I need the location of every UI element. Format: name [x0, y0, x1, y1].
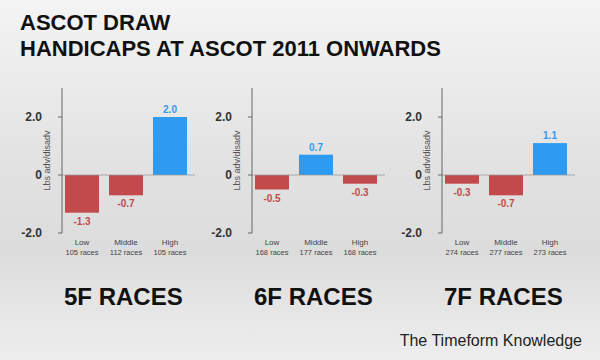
axis-label: Lbs adv/disadv	[42, 130, 52, 191]
footer: The Timeform Knowledge	[400, 332, 582, 349]
chart-root: ASCOT DRAWHANDICAPS AT ASCOT 2011 ONWARD…	[0, 0, 600, 360]
category-sublabel: 112 races	[110, 248, 143, 257]
tick-label: -2.0	[211, 226, 232, 240]
data-label: -0.7	[497, 198, 515, 209]
category-sublabel: 105 races	[154, 248, 187, 257]
tick	[248, 233, 252, 234]
panel: Lbs adv/disadv -2.0 0 2.0 -0.3 -0.7 1.1 Low274 …	[401, 88, 575, 310]
bar	[299, 155, 333, 175]
category-label: Middle	[304, 238, 328, 247]
data-label: -0.5	[263, 193, 281, 204]
data-label: -1.3	[73, 216, 91, 227]
header-title: ASCOT DRAW	[20, 10, 171, 35]
bar	[255, 175, 289, 190]
bars	[65, 117, 187, 213]
bars	[255, 155, 377, 190]
tick	[438, 175, 442, 176]
y-axis	[442, 88, 443, 233]
tick-label: 2.0	[25, 110, 42, 124]
tick-label: -2.0	[21, 226, 42, 240]
category-sublabel: 168 races	[344, 248, 377, 257]
header-title: HANDICAPS AT ASCOT 2011 ONWARDS	[20, 36, 441, 61]
tick-label: 0	[35, 168, 42, 182]
bar	[343, 175, 377, 184]
chart-title: 6F RACES	[254, 283, 373, 310]
panel: Lbs adv/disadv-2.002.0-1.3-0.72.0Low105 …	[21, 88, 195, 310]
tick-label: 2.0	[405, 110, 422, 124]
chart-title: 7F RACES	[444, 283, 563, 310]
chart-title: 5F RACES	[64, 283, 183, 310]
baseline	[442, 175, 575, 176]
panel: Lbs adv/disadv-2.002.0-0.50.7-0.3Low168 …	[211, 88, 385, 310]
bar	[65, 175, 99, 213]
category-sublabel: 273 races	[534, 248, 567, 257]
data-label: 0.7	[309, 142, 323, 153]
data-label: -0.3	[351, 187, 369, 198]
data-label: 1.1	[543, 130, 557, 141]
axis-label: Lbs adv/disadv	[422, 130, 432, 191]
category-label: Middle	[114, 238, 138, 247]
category-label: High	[542, 238, 558, 247]
category-label: Low	[265, 238, 280, 247]
tick-label: 0	[225, 168, 232, 182]
data-label: 2.0	[163, 104, 177, 115]
bar	[109, 175, 143, 195]
bar	[533, 143, 567, 175]
category-label: Middle	[494, 238, 518, 247]
tick-label: 0	[415, 168, 422, 182]
tick	[248, 117, 252, 118]
category-label: High	[352, 238, 368, 247]
data-label: -0.7	[117, 198, 135, 209]
tick	[58, 117, 62, 118]
category-label: High	[162, 238, 178, 247]
axis-label: Lbs adv/disadv	[232, 130, 242, 191]
baseline	[252, 175, 385, 176]
data-label: -0.3	[453, 187, 471, 198]
baseline	[62, 175, 195, 176]
y-axis	[62, 88, 63, 233]
category-sublabel: 274 races	[446, 248, 479, 257]
tick	[438, 117, 442, 118]
bar	[153, 117, 187, 175]
category-label: Low	[455, 238, 470, 247]
tick-label: -2.0	[401, 226, 422, 240]
category-sublabel: 105 races	[66, 248, 99, 257]
category-sublabel: 277 races	[490, 248, 523, 257]
tick	[58, 175, 62, 176]
category-label: Low	[75, 238, 90, 247]
y-axis	[252, 88, 253, 233]
tick	[438, 233, 442, 234]
tick-label: 2.0	[215, 110, 232, 124]
category-sublabel: 177 races	[300, 248, 333, 257]
bar	[489, 175, 523, 195]
category-sublabel: 168 races	[256, 248, 289, 257]
tick	[248, 175, 252, 176]
tick	[58, 233, 62, 234]
bar	[445, 175, 479, 184]
